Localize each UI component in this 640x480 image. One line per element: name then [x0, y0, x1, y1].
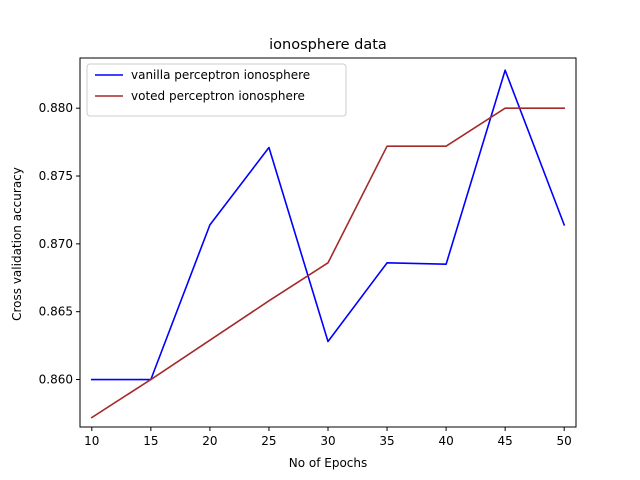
- x-tick-label: 40: [438, 434, 453, 448]
- x-tick-label: 20: [202, 434, 217, 448]
- y-tick-label: 0.865: [39, 305, 73, 319]
- y-tick-label: 0.860: [39, 373, 73, 387]
- x-axis-ticks: 10 15 20 25 30 35 40 45 50: [84, 427, 572, 448]
- y-tick-label: 0.875: [39, 169, 73, 183]
- x-tick-label: 35: [379, 434, 394, 448]
- series-line-1: [91, 69, 566, 381]
- legend-box: [86, 63, 347, 117]
- y-tick-label: 0.870: [39, 237, 73, 251]
- x-tick-label: 10: [84, 434, 99, 448]
- x-tick-label: 30: [320, 434, 335, 448]
- legend: vanilla perceptron ionosphere voted perce…: [86, 63, 347, 117]
- x-tick-label: 15: [143, 434, 158, 448]
- x-tick-label: 45: [498, 434, 513, 448]
- y-axis-label: Cross validation accuracy: [10, 167, 24, 321]
- x-tick-label: 25: [261, 434, 276, 448]
- x-axis-label: No of Epochs: [289, 456, 368, 470]
- x-tick-label: 50: [557, 434, 572, 448]
- legend-label-1: vanilla perceptron ionosphere: [131, 68, 310, 82]
- y-axis-ticks: 0.860 0.865 0.870 0.875 0.880: [39, 101, 80, 387]
- chart-title: ionosphere data: [269, 37, 387, 53]
- legend-label-2: voted perceptron ionosphere: [131, 89, 305, 103]
- y-tick-label: 0.880: [39, 101, 73, 115]
- series-line-2: [90, 107, 565, 419]
